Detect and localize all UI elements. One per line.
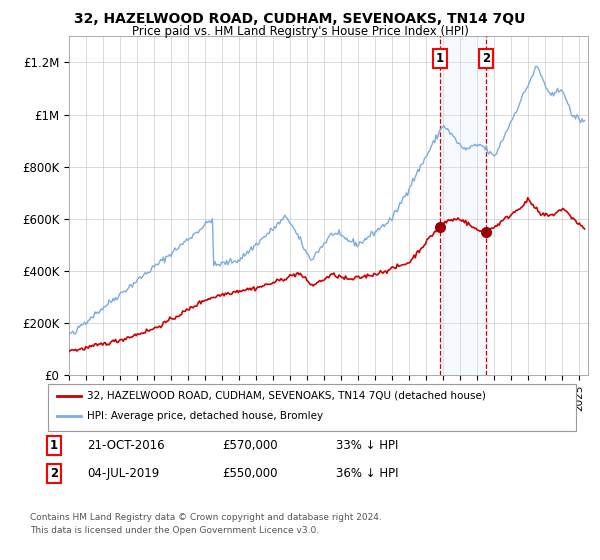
Text: Price paid vs. HM Land Registry's House Price Index (HPI): Price paid vs. HM Land Registry's House … (131, 25, 469, 38)
Text: Contains HM Land Registry data © Crown copyright and database right 2024.: Contains HM Land Registry data © Crown c… (30, 513, 382, 522)
Text: 2: 2 (50, 466, 58, 480)
Text: 36% ↓ HPI: 36% ↓ HPI (336, 466, 398, 480)
Text: 33% ↓ HPI: 33% ↓ HPI (336, 438, 398, 452)
Text: 04-JUL-2019: 04-JUL-2019 (87, 466, 159, 480)
Text: 32, HAZELWOOD ROAD, CUDHAM, SEVENOAKS, TN14 7QU: 32, HAZELWOOD ROAD, CUDHAM, SEVENOAKS, T… (74, 12, 526, 26)
Text: HPI: Average price, detached house, Bromley: HPI: Average price, detached house, Brom… (87, 411, 323, 421)
Text: £550,000: £550,000 (222, 466, 277, 480)
Text: 2: 2 (482, 52, 490, 65)
Text: This data is licensed under the Open Government Licence v3.0.: This data is licensed under the Open Gov… (30, 526, 319, 535)
Bar (440, 36, 486, 375)
Text: 32, HAZELWOOD ROAD, CUDHAM, SEVENOAKS, TN14 7QU (detached house): 32, HAZELWOOD ROAD, CUDHAM, SEVENOAKS, T… (87, 391, 486, 401)
Text: 1: 1 (436, 52, 444, 65)
Text: 21-OCT-2016: 21-OCT-2016 (87, 438, 164, 452)
Text: 1: 1 (50, 438, 58, 452)
Text: £570,000: £570,000 (222, 438, 278, 452)
